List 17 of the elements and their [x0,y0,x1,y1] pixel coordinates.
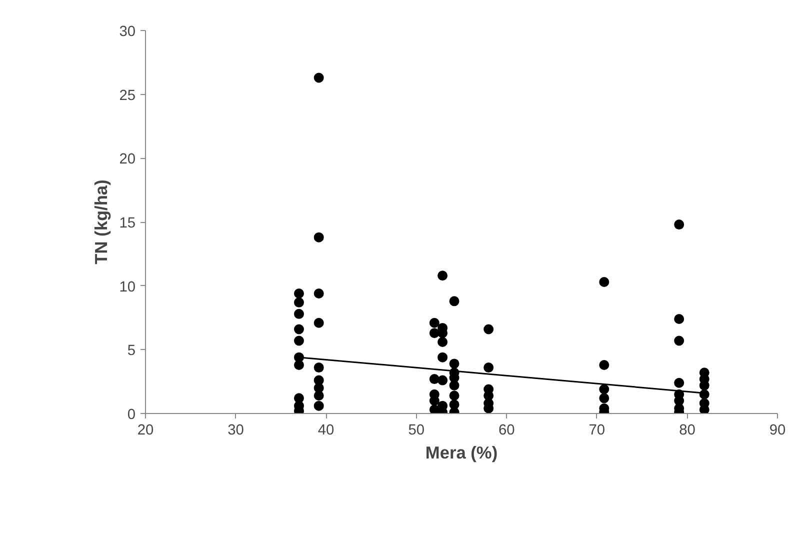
x-tick-label: 20 [137,422,154,438]
y-tick-label: 15 [119,216,136,232]
x-tick-label: 50 [408,422,425,438]
x-tick-label: 60 [498,422,515,438]
x-tick-label: 70 [588,422,606,438]
x-tick-label: 30 [228,422,244,438]
x-tick-label: 80 [679,422,696,438]
y-tick-label: 10 [119,279,136,296]
x-tick-label: 40 [318,422,334,438]
y-tick-label: 5 [127,343,136,360]
y-tick-label: 20 [119,152,136,168]
x-tick-label: 90 [769,422,786,438]
y-tick-label: 0 [127,407,136,423]
x-axis-title: Mera (%) [425,442,498,462]
y-axis-title: TN (kg/ha) [91,180,112,264]
y-tick-label: 30 [119,24,136,40]
y-tick-label: 25 [119,88,136,104]
